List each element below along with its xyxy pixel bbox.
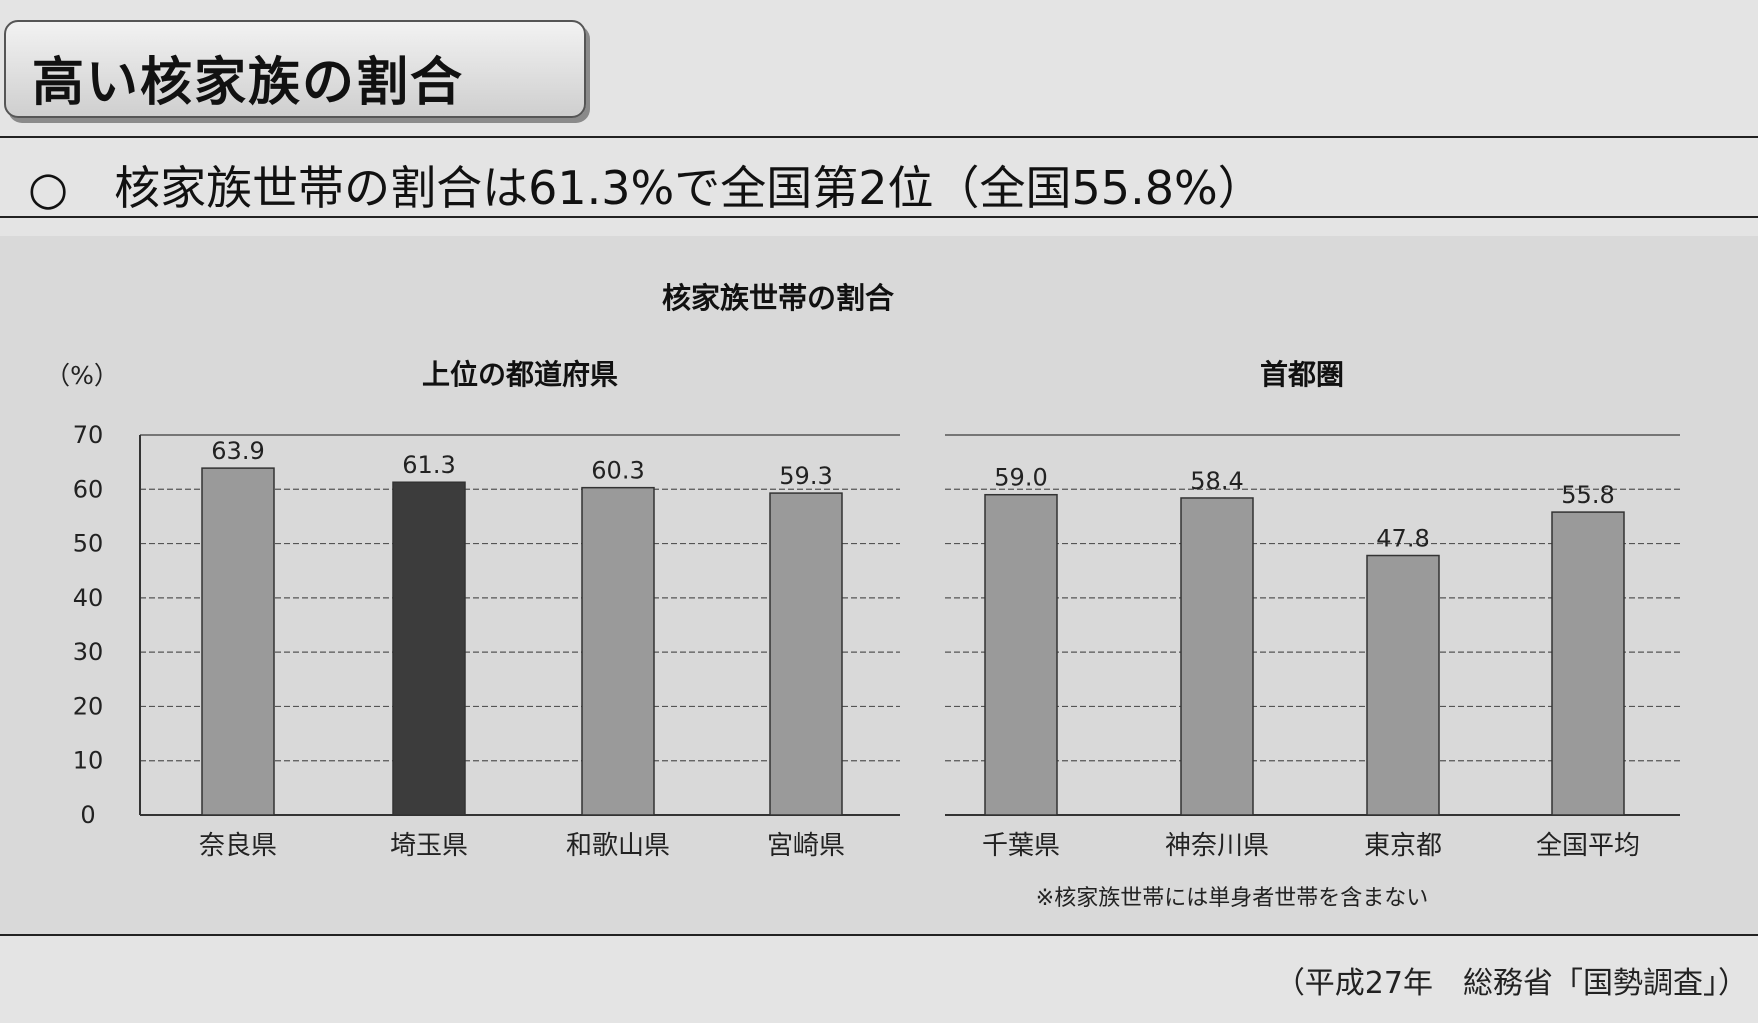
x-category-label: 全国平均 xyxy=(1536,831,1640,861)
y-tick-label: 60 xyxy=(73,475,104,503)
x-category-label: 神奈川県 xyxy=(1165,831,1269,861)
y-tick-label: 20 xyxy=(73,692,104,720)
y-tick-label: 70 xyxy=(73,421,104,449)
bar-value-label: 63.9 xyxy=(211,437,264,465)
chart-panel xyxy=(0,236,1758,934)
panel-title: 首都圏 xyxy=(1260,358,1344,391)
bar xyxy=(581,486,655,816)
title-box: 高い核家族の割合 xyxy=(4,20,586,118)
bar xyxy=(201,467,275,816)
source-note: （平成27年 総務省「国勢調査」） xyxy=(1274,966,1748,1001)
y-tick-label: 40 xyxy=(73,584,104,612)
bar-value-label: 59.3 xyxy=(779,462,832,490)
x-category-label: 埼玉県 xyxy=(390,831,468,861)
chart-title: 核家族世帯の割合 xyxy=(662,281,894,315)
y-axis-label: （%） xyxy=(45,361,119,390)
y-tick-label: 50 xyxy=(73,530,104,558)
y-tick-label: 30 xyxy=(73,638,104,666)
panel-title: 上位の都道府県 xyxy=(422,358,618,391)
y-tick-label: 10 xyxy=(73,747,104,775)
bar-value-label: 55.8 xyxy=(1561,481,1614,509)
headline-rule xyxy=(0,216,1758,218)
bar xyxy=(984,493,1058,816)
headline: ○ 核家族世帯の割合は61.3%で全国第2位（全国55.8%） xyxy=(28,161,1264,215)
bar-value-label: 61.3 xyxy=(402,451,455,479)
bottom-rule xyxy=(0,934,1758,936)
x-category-label: 和歌山県 xyxy=(566,831,670,861)
x-category-label: 東京都 xyxy=(1364,831,1442,861)
page-title: 高い核家族の割合 xyxy=(32,53,465,113)
chart-footnote: ※核家族世帯には単身者世帯を含まない xyxy=(1036,886,1428,911)
bar-value-label: 58.4 xyxy=(1190,467,1243,495)
x-category-label: 宮崎県 xyxy=(767,831,845,861)
bar-value-label: 47.8 xyxy=(1376,525,1429,553)
bar xyxy=(392,481,466,816)
y-tick-label: 0 xyxy=(80,801,95,829)
bar xyxy=(1551,511,1625,816)
bar-value-label: 60.3 xyxy=(591,457,644,485)
x-category-label: 千葉県 xyxy=(982,831,1060,861)
bar-value-label: 59.0 xyxy=(994,464,1047,492)
bar xyxy=(769,492,843,816)
x-category-label: 奈良県 xyxy=(199,831,277,861)
bar xyxy=(1366,554,1440,816)
top-rule xyxy=(0,136,1758,138)
bar xyxy=(1180,497,1254,816)
